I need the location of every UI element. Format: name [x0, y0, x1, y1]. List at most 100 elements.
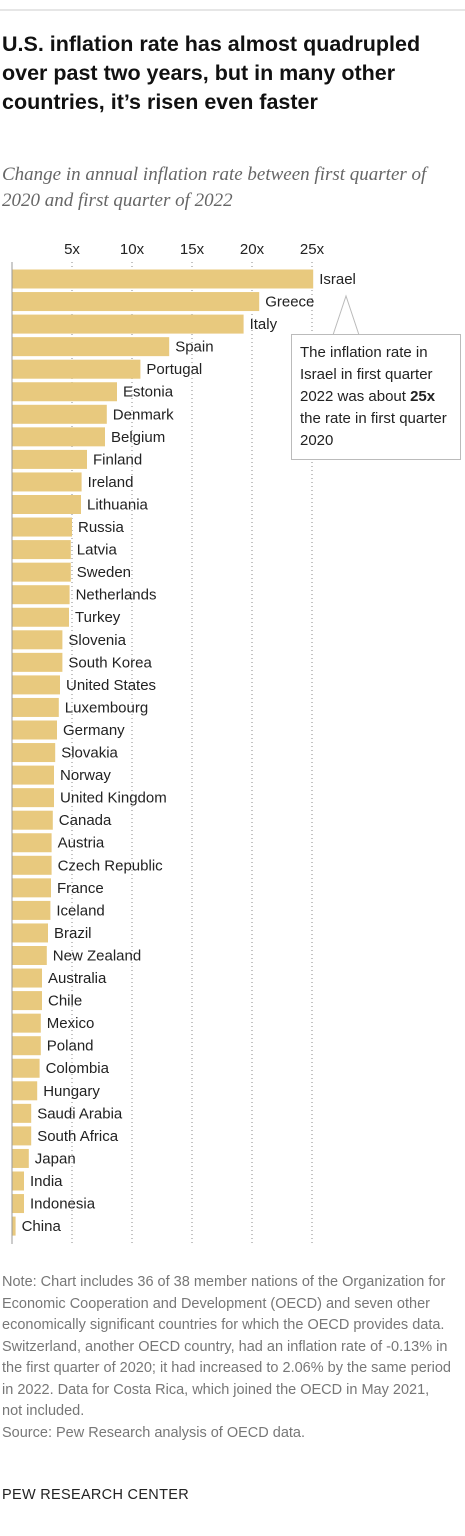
bar: [12, 359, 141, 379]
category-label: Japan: [35, 1150, 76, 1167]
category-label: Israel: [319, 271, 356, 288]
bar: [12, 833, 52, 853]
category-label: Spain: [175, 339, 213, 356]
bar: [12, 585, 70, 605]
bar: [12, 337, 170, 357]
category-label: Norway: [60, 767, 111, 784]
note: Note: Chart includes 36 of 38 member nat…: [2, 1272, 452, 1444]
category-label: Colombia: [46, 1060, 110, 1077]
category-label: Mexico: [47, 1015, 95, 1032]
subtitle: Change in annual inflation rate between …: [2, 164, 427, 211]
bar: [12, 900, 51, 920]
bar: [12, 1194, 24, 1214]
bar: [12, 382, 117, 402]
category-label: India: [30, 1173, 63, 1190]
bar: [12, 1103, 32, 1123]
x-tick-label: 15x: [180, 241, 205, 258]
bar: [12, 991, 42, 1011]
bar: [12, 652, 63, 672]
category-label: Lithuania: [87, 496, 149, 513]
category-label: Denmark: [113, 406, 174, 423]
bar: [12, 1171, 24, 1191]
bar: [12, 878, 51, 898]
category-label: New Zealand: [53, 947, 141, 964]
bar: [12, 562, 71, 582]
bar: [12, 540, 71, 560]
annotation-text: the rate in first quarter 2020: [300, 410, 447, 449]
category-label: United Kingdom: [60, 790, 167, 807]
category-label: Germany: [63, 722, 125, 739]
bar: [12, 765, 54, 785]
annotation-pointer: [332, 294, 360, 336]
category-label: Saudi Arabia: [37, 1105, 123, 1122]
category-label: Portugal: [146, 361, 202, 378]
bar: [12, 1036, 41, 1056]
category-label: Slovakia: [61, 745, 118, 762]
category-label: Iceland: [56, 902, 104, 919]
bar: [12, 1013, 41, 1033]
note-text: Note: Chart includes 36 of 38 member nat…: [2, 1274, 451, 1419]
category-label: Canada: [59, 812, 112, 829]
category-label: China: [22, 1218, 62, 1235]
bar: [12, 1058, 40, 1078]
bar: [12, 720, 57, 740]
bar: [12, 675, 60, 695]
bar: [12, 923, 48, 943]
category-label: South Africa: [37, 1128, 119, 1145]
source: Source: Pew Research analysis of OECD da…: [2, 1424, 306, 1441]
category-label: Finland: [93, 451, 142, 468]
bar: [12, 1148, 29, 1168]
category-label: Italy: [250, 316, 278, 333]
annotation-bold: 25x: [410, 388, 436, 405]
category-label: South Korea: [68, 654, 152, 671]
bar: [12, 607, 69, 627]
x-tick-label: 10x: [120, 241, 145, 258]
bar: [12, 495, 81, 514]
category-label: Australia: [48, 970, 107, 987]
bar: [12, 404, 107, 424]
category-label: United States: [66, 677, 156, 694]
x-tick-label: 20x: [240, 241, 265, 258]
category-label: France: [57, 880, 104, 897]
category-label: Belgium: [111, 429, 165, 446]
category-label: Turkey: [75, 609, 121, 626]
bar: [12, 314, 244, 334]
bar: [12, 269, 314, 289]
footer: PEW RESEARCH CENTER: [2, 1487, 189, 1503]
category-label: Sweden: [77, 564, 131, 581]
bar: [12, 855, 52, 875]
bar: [12, 697, 59, 717]
bar: [12, 1081, 38, 1101]
bar: [12, 968, 42, 988]
bar: [12, 1126, 32, 1146]
category-label: Slovenia: [68, 632, 126, 649]
bar: [12, 788, 54, 808]
category-label: Czech Republic: [58, 857, 164, 874]
category-label: Brazil: [54, 925, 92, 942]
annotation-text: The inflation rate in Israel in first qu…: [300, 344, 433, 405]
x-tick-label: 25x: [300, 241, 325, 258]
bar: [12, 517, 72, 537]
category-label: Chile: [48, 993, 82, 1010]
bar: [12, 810, 53, 830]
bar: [12, 630, 63, 650]
category-label: Luxembourg: [65, 699, 148, 716]
bar: [12, 743, 56, 763]
category-label: Poland: [47, 1038, 94, 1055]
category-label: Austria: [58, 835, 105, 852]
category-label: Estonia: [123, 384, 174, 401]
bar: [12, 427, 105, 447]
bar: [12, 946, 47, 965]
category-label: Russia: [78, 519, 125, 536]
category-label: Indonesia: [30, 1196, 96, 1213]
bar: [12, 1216, 16, 1236]
annotation: The inflation rate in Israel in first qu…: [291, 334, 461, 460]
category-label: Netherlands: [76, 587, 157, 604]
bar: [12, 449, 87, 469]
category-label: Greece: [265, 294, 314, 311]
category-label: Latvia: [77, 542, 118, 559]
bar: [12, 292, 260, 312]
title: U.S. inflation rate has almost quadruple…: [2, 32, 421, 114]
